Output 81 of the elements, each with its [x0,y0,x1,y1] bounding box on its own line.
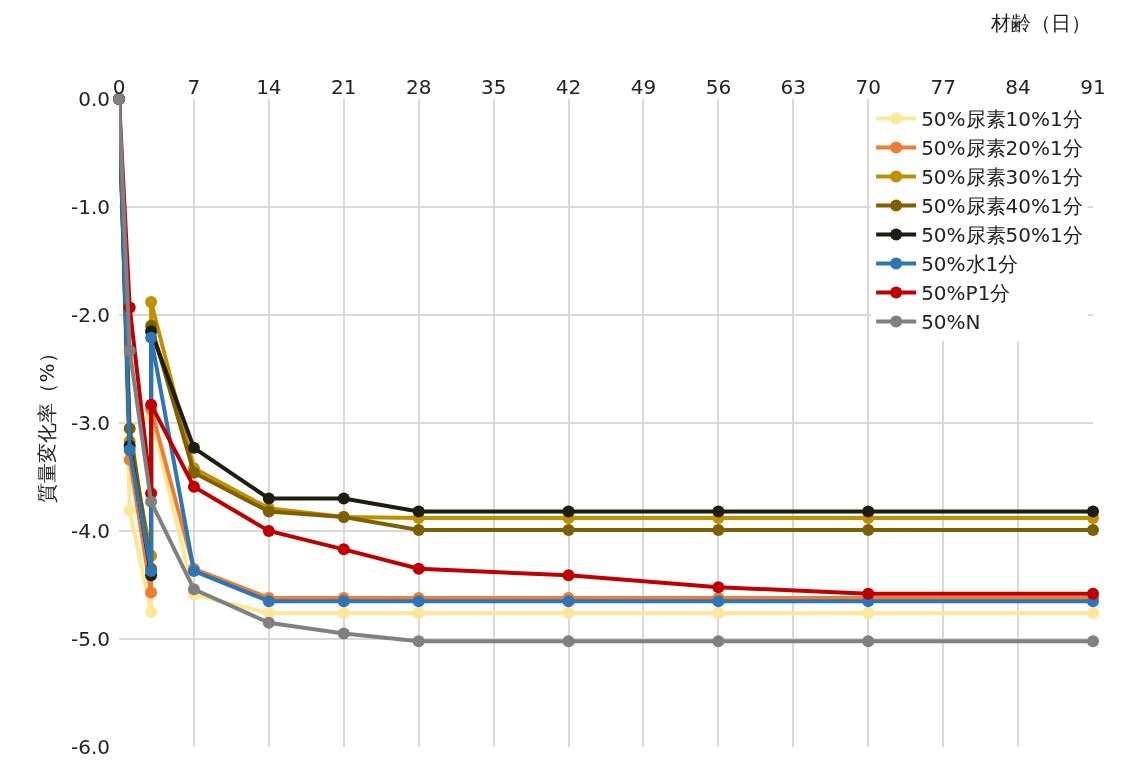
point [1087,635,1099,648]
point [337,595,350,608]
point [145,398,158,411]
point [712,607,725,620]
legend-label: 50%N [921,310,981,335]
y-axis-title: 質量変化率（%） [35,343,60,503]
point [187,466,200,479]
point [562,523,575,536]
point [562,635,575,648]
x-tick-label: 35 [480,75,507,99]
x-tick-label: 84 [1005,75,1031,99]
legend-label: 50%尿素10%1分 [921,107,1083,132]
point [337,492,350,505]
point [712,523,725,536]
point [145,296,158,309]
x-tick-label: 21 [331,75,357,99]
point [712,595,725,608]
point [262,595,275,608]
point [187,583,200,596]
point [412,595,425,608]
point [862,607,875,620]
point [712,635,725,648]
point [562,607,575,620]
y-tick-label: -3.0 [70,411,110,435]
point [862,587,875,600]
point [1087,505,1099,518]
point [337,543,350,556]
point [562,569,575,582]
legend-label: 50%尿素50%1分 [921,223,1083,248]
point [262,616,275,629]
point [862,635,875,648]
x-tick-label: 28 [405,75,432,99]
x-tick-label: 49 [630,75,657,99]
point [712,505,725,518]
legend-label: 50%尿素20%1分 [921,136,1083,161]
point [412,505,425,518]
point [337,607,350,620]
legend-label: 50%P1分 [921,281,1011,306]
x-tick-label: 42 [555,75,582,99]
x-axis-title: 材齢（日） [990,11,1091,35]
x-tick-label: 56 [705,75,732,99]
x-tick-label: 77 [930,75,956,99]
x-tick-label: 63 [780,75,807,99]
point [412,562,425,575]
y-tick-label: -2.0 [70,303,110,327]
point [123,504,136,517]
point [1087,607,1099,620]
point [862,523,875,536]
legend-label: 50%水1分 [921,252,1019,277]
legend-label: 50%尿素40%1分 [921,194,1083,219]
legend-label: 50%尿素30%1分 [921,165,1083,190]
point [123,444,136,456]
point [262,525,275,537]
x-tick-label: 14 [256,75,282,99]
point [337,627,350,640]
x-tick-label: 91 [1080,75,1106,99]
point [412,523,425,536]
point [712,581,725,594]
point [123,344,136,357]
point [1087,587,1099,600]
y-tick-label: -6.0 [70,735,110,759]
point [145,331,158,344]
x-tick-label: 0 [112,75,126,99]
point [562,595,575,608]
x-tick-label: 70 [855,75,881,99]
point [262,492,275,505]
y-tick-label: -4.0 [70,519,110,543]
point [187,441,200,454]
point [562,505,575,518]
point [145,586,158,599]
point [145,495,158,508]
point [412,607,425,620]
y-tick-label: -5.0 [70,627,110,651]
y-tick-label: -1.0 [70,195,110,219]
point [187,480,200,493]
point [862,505,875,518]
point [1087,523,1099,536]
x-tick-label: 7 [187,75,201,99]
y-tick-label: 0.0 [78,87,110,111]
point [145,606,158,618]
point [412,635,425,648]
